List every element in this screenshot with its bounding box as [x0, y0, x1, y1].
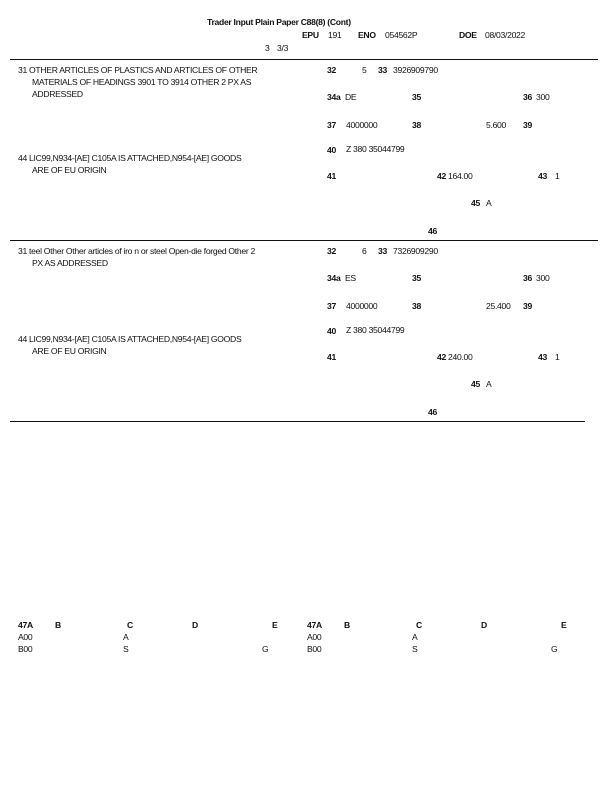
footer-header: D [481, 620, 487, 630]
procedure-code: 4000000 [346, 301, 378, 311]
footer-cell: A [123, 632, 129, 642]
net-mass: 5.600 [486, 120, 507, 130]
item-price: 164.00 [448, 171, 473, 181]
box-label: 40 [327, 145, 336, 155]
additional-info-line: ARE OF EU ORIGIN [32, 346, 107, 356]
net-mass: 25.400 [486, 301, 511, 311]
box-label: 33 [378, 246, 387, 256]
box-label: 35 [412, 273, 421, 283]
footer-cell: A [412, 632, 418, 642]
description-line: 31 OTHER ARTICLES OF PLASTICS AND ARTICL… [18, 65, 258, 75]
eno-label: ENO [358, 30, 376, 40]
box-label: 43 [538, 171, 547, 181]
footer-cell: A00 [307, 632, 322, 642]
box-label: 37 [327, 301, 336, 311]
commodity-code: 3926909790 [393, 65, 438, 75]
box-label: 36 [523, 273, 532, 283]
preference: 300 [536, 273, 550, 283]
description-line: PX AS ADDRESSED [32, 258, 108, 268]
box-label: 45 [471, 198, 480, 208]
footer-header: E [272, 620, 278, 630]
page-count: 3/3 [277, 43, 289, 53]
box-label: 32 [327, 246, 336, 256]
box-label: 42 [437, 352, 446, 362]
description-line: 31 teel Other Other articles of iro n or… [18, 246, 255, 256]
box-label: 40 [327, 326, 336, 336]
box-label: 38 [412, 301, 421, 311]
box-label: 46 [428, 226, 437, 236]
page-number: 3 [265, 43, 270, 53]
divider [10, 421, 585, 422]
epu-value: 191 [328, 30, 342, 40]
footer-cell: S [412, 644, 418, 654]
box-label: 38 [412, 120, 421, 130]
footer-header: 47A [307, 620, 322, 630]
box-label: 34a [327, 273, 341, 283]
epu-label: EPU [302, 30, 319, 40]
box-label: 43 [538, 352, 547, 362]
footer-cell: G [262, 644, 269, 654]
footer-header: B [344, 620, 350, 630]
box-label: 39 [523, 120, 532, 130]
additional-info-line: 44 LIC99,N934-[AE] C105A IS ATTACHED,N95… [18, 153, 242, 163]
box-label: 39 [523, 301, 532, 311]
box-label: 45 [471, 379, 480, 389]
box-label: 37 [327, 120, 336, 130]
box-label: 34a [327, 92, 341, 102]
box-label: 46 [428, 407, 437, 417]
origin-country: ES [345, 273, 356, 283]
box-label: 41 [327, 352, 336, 362]
previous-document: Z 380 35044799 [346, 144, 405, 154]
procedure-code: 4000000 [346, 120, 378, 130]
box-label: 33 [378, 65, 387, 75]
footer-cell: S [123, 644, 129, 654]
footer-header: B [55, 620, 61, 630]
commodity-code: 7326909290 [393, 246, 438, 256]
adjustment: A [486, 198, 492, 208]
divider [10, 59, 598, 60]
divider [10, 240, 598, 241]
footer-cell: B00 [18, 644, 33, 654]
additional-info-line: 44 LIC99,N934-[AE] C105A IS ATTACHED,N95… [18, 334, 242, 344]
box-label: 36 [523, 92, 532, 102]
item-number: 5 [362, 65, 367, 75]
additional-info-line: ARE OF EU ORIGIN [32, 165, 107, 175]
doe-value: 08/03/2022 [485, 30, 526, 40]
doe-label: DOE [459, 30, 477, 40]
box-label: 41 [327, 171, 336, 181]
eno-value: 054562P [385, 30, 418, 40]
footer-header: 47A [18, 620, 33, 630]
box-label: 32 [327, 65, 336, 75]
footer-cell: A00 [18, 632, 33, 642]
box-label: 35 [412, 92, 421, 102]
valuation-method: 1 [555, 352, 560, 362]
origin-country: DE [345, 92, 357, 102]
valuation-method: 1 [555, 171, 560, 181]
footer-cell: G [551, 644, 558, 654]
footer-header: C [416, 620, 422, 630]
preference: 300 [536, 92, 550, 102]
adjustment: A [486, 379, 492, 389]
item-number: 6 [362, 246, 367, 256]
box-label: 42 [437, 171, 446, 181]
previous-document: Z 380 35044799 [346, 325, 405, 335]
footer-cell: B00 [307, 644, 322, 654]
doc-title: Trader Input Plain Paper C88(8) (Cont) [207, 17, 351, 27]
footer-header: C [127, 620, 133, 630]
description-line: ADDRESSED [32, 89, 83, 99]
item-price: 240.00 [448, 352, 473, 362]
description-line: MATERIALS OF HEADINGS 3901 TO 3914 OTHER… [32, 77, 252, 87]
footer-header: D [192, 620, 198, 630]
footer-header: E [561, 620, 567, 630]
